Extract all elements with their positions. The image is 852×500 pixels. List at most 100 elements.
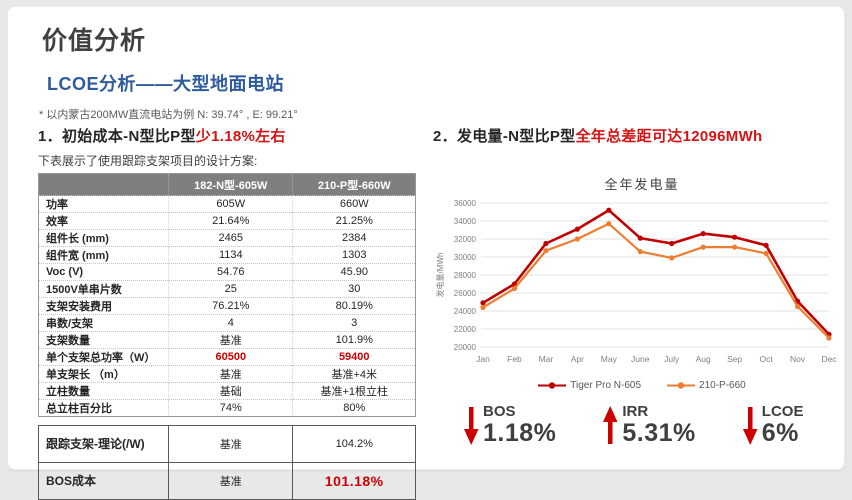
page-title: 价值分析 bbox=[42, 27, 147, 55]
table-row: 组件长 (mm) 2465 2384 bbox=[37, 229, 416, 247]
table-row: Voc (V) 54.76 45.90 bbox=[37, 263, 416, 281]
row-value: 30 bbox=[292, 279, 416, 298]
row-value: 60500 bbox=[168, 347, 293, 366]
legend-item: Tiger Pro N-605 bbox=[538, 380, 641, 391]
data-point bbox=[606, 207, 612, 213]
subtitle-lcoe: LCOE分析——大型地面电站 bbox=[47, 74, 285, 94]
kpi-label: BOS bbox=[483, 403, 516, 420]
x-tick-label: Mar bbox=[539, 354, 554, 364]
x-tick-label: Sep bbox=[727, 354, 742, 364]
arrow-down-icon bbox=[742, 407, 758, 445]
kpi-text: IRR 5.31% bbox=[622, 404, 695, 446]
column-header: 182-N型-605W bbox=[168, 173, 293, 196]
chart-title: 全年发电量 bbox=[604, 177, 680, 192]
row-value: 59400 bbox=[292, 347, 416, 366]
section-2-heading-highlight: 全年总差距可达12096MWh bbox=[575, 128, 763, 145]
section-2-heading-prefix: 2．发电量-N型比P型 bbox=[433, 128, 576, 145]
y-tick-label: 24000 bbox=[454, 307, 477, 316]
row-label: 功率 bbox=[37, 195, 169, 213]
legend-label: Tiger Pro N-605 bbox=[570, 380, 642, 391]
row-label: 组件长 (mm) bbox=[37, 229, 169, 247]
row-value: 21.64% bbox=[168, 212, 293, 230]
kpi-label: IRR bbox=[622, 403, 649, 420]
y-tick-label: 20000 bbox=[454, 343, 477, 352]
table-row: 支架安装费用 76.21% 80.19% bbox=[37, 296, 416, 315]
table-row: 单个支架总功率（W） 60500 59400 bbox=[37, 347, 416, 366]
row-label: 支架数量 bbox=[37, 330, 169, 349]
series-line-0 bbox=[482, 208, 830, 336]
row-value: 基准 bbox=[168, 330, 293, 349]
x-tick-label: June bbox=[631, 354, 650, 364]
summary-row: 跟踪支架-理论(/W) 基准 104.2% bbox=[37, 424, 416, 463]
kpi-item: IRR 5.31% bbox=[602, 404, 695, 447]
series-line-1 bbox=[482, 222, 830, 339]
table-row: 组件宽 (mm) 1134 1303 bbox=[37, 246, 416, 264]
table-intro: 下表展示了使用跟踪支架项目的设计方案: bbox=[38, 154, 258, 168]
row-label: 单个支架总功率（W） bbox=[37, 347, 169, 366]
data-point bbox=[637, 235, 643, 241]
row-label: 1500V单串片数 bbox=[37, 279, 169, 298]
y-tick-label: 36000 bbox=[454, 199, 477, 208]
design-table-body: 功率 605W 660W 效率 21.64% 21.25% 组件长 (mm) 2465 2384… bbox=[37, 195, 416, 417]
row-value: 45.90 bbox=[292, 263, 416, 281]
data-point bbox=[794, 303, 801, 310]
row-value: 21.25% bbox=[292, 212, 416, 230]
data-point bbox=[480, 300, 486, 306]
data-point bbox=[700, 244, 706, 250]
row-label: 单支架长 （m） bbox=[37, 364, 169, 383]
column-header: 210-P型-660W bbox=[292, 173, 416, 196]
row-value: 基准 bbox=[168, 364, 293, 383]
row-value: 2465 bbox=[168, 229, 293, 247]
table-row: 1500V单串片数 25 30 bbox=[37, 279, 416, 298]
x-tick-label: Aug bbox=[696, 354, 711, 364]
row-label: 组件宽 (mm) bbox=[37, 246, 169, 264]
kpi-row: BOS 1.18% IRR 5.31% LCOE 6% bbox=[433, 404, 851, 447]
y-tick-label: 32000 bbox=[454, 235, 477, 244]
row-value: 80% bbox=[292, 398, 416, 417]
row-label: 立柱数量 bbox=[37, 381, 169, 400]
table-row: 功率 605W 660W bbox=[37, 195, 416, 213]
data-point bbox=[574, 236, 580, 242]
row-label: 跟踪支架-理论(/W) bbox=[37, 424, 170, 463]
row-label: BOS成本 bbox=[37, 461, 170, 500]
right-column: 2．发电量-N型比P型全年总差距可达12096MWh 全年发电量 20000 22… bbox=[433, 125, 851, 447]
legend-label: 210-P-660 bbox=[699, 380, 746, 391]
data-point bbox=[574, 226, 580, 232]
row-label: Voc (V) bbox=[37, 263, 169, 281]
row-value: 660W bbox=[292, 195, 416, 213]
table-row: 串数/支架 4 3 bbox=[37, 313, 416, 332]
row-value: 1134 bbox=[168, 246, 293, 264]
data-point bbox=[511, 285, 518, 292]
row-value: 101.18% bbox=[292, 461, 416, 500]
left-column: 1．初始成本-N型比P型少1.18%左右 下表展示了使用跟踪支架项目的设计方案:… bbox=[37, 125, 428, 500]
x-tick-label: Feb bbox=[507, 354, 522, 364]
row-value: 基准 bbox=[168, 461, 294, 500]
kpi-value: 1.18% bbox=[483, 419, 557, 447]
x-tick-label: Nov bbox=[790, 354, 806, 364]
row-value: 76.21% bbox=[168, 296, 293, 315]
arrow-up-icon bbox=[603, 406, 618, 444]
x-tick-label: Oct bbox=[759, 354, 773, 364]
table-row: 效率 21.64% 21.25% bbox=[37, 212, 416, 230]
row-value: 80.19% bbox=[292, 296, 416, 315]
section-1-heading-highlight: 少1.18%左右 bbox=[195, 128, 286, 145]
y-tick-label: 28000 bbox=[454, 271, 477, 280]
legend-item: 210-P-660 bbox=[667, 380, 746, 391]
table-row: 总立柱百分比 74% 80% bbox=[37, 398, 416, 417]
kpi-label: LCOE bbox=[761, 403, 804, 420]
row-label: 总立柱百分比 bbox=[37, 398, 169, 417]
location-note: * 以内蒙古200MW直流电站为例 N: 39.74° , E: 99.21° bbox=[39, 109, 298, 121]
x-tick-label: May bbox=[601, 354, 618, 364]
table-row: 立柱数量 基础 基准+1根立柱 bbox=[37, 381, 416, 400]
kpi-value: 5.31% bbox=[622, 419, 696, 447]
y-tick-label: 26000 bbox=[454, 289, 477, 298]
chart-legend: Tiger Pro N-605 210-P-660 bbox=[433, 380, 851, 391]
data-point bbox=[543, 248, 549, 254]
kpi-item: LCOE 6% bbox=[742, 404, 804, 447]
row-value: 1303 bbox=[292, 246, 416, 264]
data-point bbox=[543, 240, 549, 247]
row-value: 基准+4米 bbox=[292, 364, 416, 383]
kpi-text: LCOE 6% bbox=[762, 404, 804, 446]
data-point bbox=[732, 234, 738, 240]
row-value: 104.2% bbox=[292, 424, 416, 463]
